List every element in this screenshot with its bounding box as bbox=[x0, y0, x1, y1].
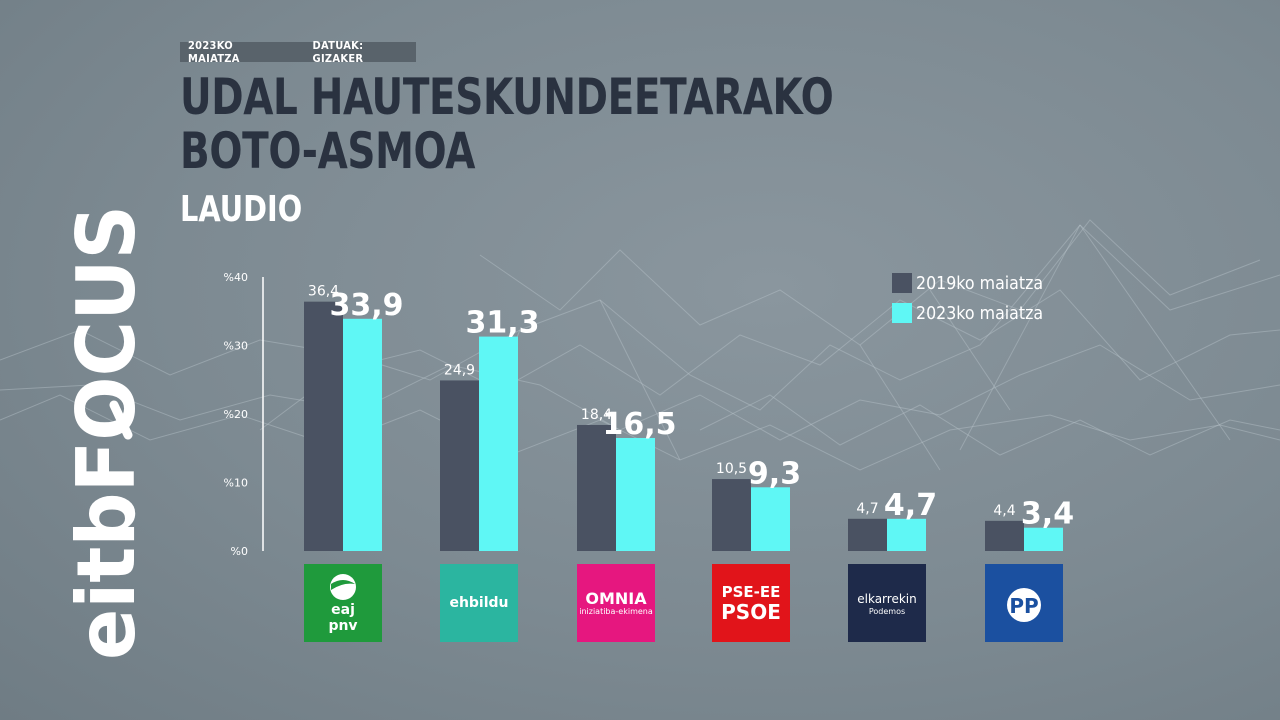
pp-logo-text: PP bbox=[1009, 594, 1038, 618]
legend-label-2023: 2023ko maiatza bbox=[916, 302, 1044, 324]
elkarrekin-logo: elkarrekin Podemos bbox=[848, 564, 926, 642]
data-label-2019: 4,4 bbox=[993, 503, 1015, 519]
source-tag: DATUAK: GIZAKER bbox=[312, 39, 364, 65]
pse-ee-logo-line1: PSE-EE bbox=[721, 583, 781, 601]
bar-2019 bbox=[304, 301, 343, 551]
data-label-2019: 10,5 bbox=[716, 461, 747, 477]
bar-2019 bbox=[712, 479, 751, 551]
data-label-2023: 31,3 bbox=[465, 306, 539, 341]
ehbildu-logo: ehbildu bbox=[440, 564, 518, 642]
data-label-2019: 18,4 bbox=[581, 407, 612, 423]
ehbildu-logo-text: ehbildu bbox=[449, 595, 509, 611]
omnia-logo: OMNIA iniziatiba-ekimena bbox=[577, 564, 655, 642]
bar-2019 bbox=[848, 518, 887, 551]
bar-2019 bbox=[577, 424, 616, 551]
data-label-2023: 33,9 bbox=[329, 288, 403, 323]
legend-item-2019: 2019ko maiatza bbox=[892, 268, 1060, 298]
eaj-pnv-logo-line2: pnv bbox=[328, 618, 358, 634]
title-line-2: BOTO-ASMOA bbox=[180, 122, 476, 180]
bar-2023 bbox=[751, 487, 790, 551]
pp-logo: PP bbox=[985, 564, 1063, 642]
data-label-2023: 4,7 bbox=[884, 488, 937, 523]
meta-info-bar: 2023KO MAIATZA DATUAK: GIZAKER bbox=[180, 39, 416, 65]
bar-2019 bbox=[440, 380, 479, 551]
data-label-2019: 36,4 bbox=[308, 284, 339, 300]
data-label-2023: 9,3 bbox=[748, 456, 801, 491]
bar-2023 bbox=[887, 518, 926, 551]
eaj-pnv-logo-line1: eaj bbox=[331, 602, 355, 618]
pp-gull-icon: PP bbox=[1007, 588, 1041, 622]
y-tick-label: %30 bbox=[224, 340, 248, 353]
data-label-2023: 16,5 bbox=[602, 407, 676, 442]
bar-2019 bbox=[985, 520, 1024, 551]
legend-item-2023: 2023ko maiatza bbox=[892, 298, 1060, 328]
legend-swatch-2019 bbox=[892, 273, 912, 293]
y-tick-label: %40 bbox=[224, 271, 248, 284]
legend-label-2019: 2019ko maiatza bbox=[916, 272, 1044, 294]
brand-text: eitbFOCUS bbox=[64, 205, 144, 660]
eitbfocus-logo: eitbFOCUS bbox=[60, 205, 153, 665]
bar-2023 bbox=[479, 336, 518, 551]
bar-2023 bbox=[1024, 527, 1063, 551]
page-title: UDAL HAUTESKUNDEETARAKO BOTO-ASMOA bbox=[180, 68, 834, 180]
bar-2023 bbox=[616, 437, 655, 551]
data-label-2019: 4,7 bbox=[856, 501, 878, 517]
y-tick-label: %20 bbox=[224, 408, 248, 421]
chart-legend: 2019ko maiatza 2023ko maiatza bbox=[892, 268, 1060, 328]
location-subtitle: LAUDIO bbox=[180, 189, 303, 230]
bar-2023 bbox=[343, 318, 382, 551]
omnia-logo-tagline: iniziatiba-ekimena bbox=[579, 606, 653, 616]
omnia-logo-text: OMNIA bbox=[585, 588, 647, 608]
pse-ee-logo: PSE-EE PSOE bbox=[712, 564, 790, 642]
elkarrekin-logo-line1: elkarrekin bbox=[857, 591, 917, 606]
eaj-pnv-emblem-icon bbox=[330, 574, 356, 600]
title-line-1: UDAL HAUTESKUNDEETARAKO bbox=[180, 68, 834, 126]
data-label-2023: 3,4 bbox=[1021, 497, 1074, 532]
pse-ee-logo-line2: PSOE bbox=[721, 600, 781, 624]
elkarrekin-logo-line2: Podemos bbox=[868, 606, 906, 616]
legend-swatch-2023 bbox=[892, 303, 912, 323]
date-tag: 2023KO MAIATZA bbox=[188, 39, 240, 65]
y-tick-label: %10 bbox=[224, 477, 248, 490]
eaj-pnv-logo: eaj pnv bbox=[304, 564, 382, 642]
magnifier-icon bbox=[109, 400, 133, 440]
data-label-2019: 24,9 bbox=[444, 362, 475, 378]
y-tick-label: %0 bbox=[231, 545, 248, 558]
